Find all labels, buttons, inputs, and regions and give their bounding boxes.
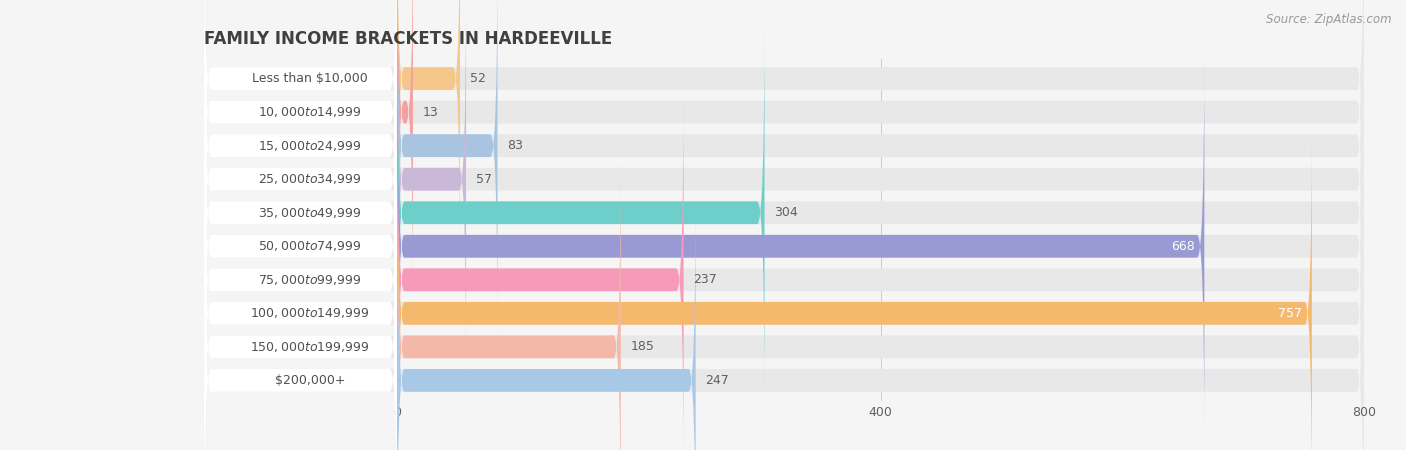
FancyBboxPatch shape xyxy=(204,0,396,268)
Text: 57: 57 xyxy=(475,173,492,186)
Text: 185: 185 xyxy=(630,340,654,353)
Text: 83: 83 xyxy=(508,139,523,152)
Text: 304: 304 xyxy=(775,206,799,219)
FancyBboxPatch shape xyxy=(396,0,413,302)
Text: $35,000 to $49,999: $35,000 to $49,999 xyxy=(259,206,361,220)
FancyBboxPatch shape xyxy=(204,124,1364,450)
FancyBboxPatch shape xyxy=(396,0,460,268)
FancyBboxPatch shape xyxy=(396,157,620,450)
Text: 757: 757 xyxy=(1278,307,1302,320)
FancyBboxPatch shape xyxy=(204,191,1364,450)
Text: $75,000 to $99,999: $75,000 to $99,999 xyxy=(259,273,361,287)
Text: 668: 668 xyxy=(1171,240,1195,253)
FancyBboxPatch shape xyxy=(204,157,396,450)
FancyBboxPatch shape xyxy=(204,0,1364,268)
Text: 52: 52 xyxy=(470,72,485,85)
FancyBboxPatch shape xyxy=(204,23,1364,402)
Text: $15,000 to $24,999: $15,000 to $24,999 xyxy=(259,139,361,153)
FancyBboxPatch shape xyxy=(204,0,1364,335)
Text: 237: 237 xyxy=(693,273,717,286)
FancyBboxPatch shape xyxy=(396,57,1205,436)
FancyBboxPatch shape xyxy=(204,157,1364,450)
FancyBboxPatch shape xyxy=(204,191,396,450)
FancyBboxPatch shape xyxy=(396,23,765,402)
FancyBboxPatch shape xyxy=(204,57,1364,436)
Text: $10,000 to $14,999: $10,000 to $14,999 xyxy=(259,105,361,119)
FancyBboxPatch shape xyxy=(204,90,396,450)
FancyBboxPatch shape xyxy=(204,0,1364,302)
Text: $50,000 to $74,999: $50,000 to $74,999 xyxy=(259,239,361,253)
FancyBboxPatch shape xyxy=(204,0,396,302)
Text: 247: 247 xyxy=(706,374,730,387)
Text: FAMILY INCOME BRACKETS IN HARDEEVILLE: FAMILY INCOME BRACKETS IN HARDEEVILLE xyxy=(204,31,612,49)
FancyBboxPatch shape xyxy=(204,0,396,335)
FancyBboxPatch shape xyxy=(396,90,683,450)
Text: $100,000 to $149,999: $100,000 to $149,999 xyxy=(250,306,370,320)
Text: $25,000 to $34,999: $25,000 to $34,999 xyxy=(259,172,361,186)
Text: Source: ZipAtlas.com: Source: ZipAtlas.com xyxy=(1267,14,1392,27)
Text: $200,000+: $200,000+ xyxy=(276,374,346,387)
FancyBboxPatch shape xyxy=(396,124,1312,450)
FancyBboxPatch shape xyxy=(204,124,396,450)
FancyBboxPatch shape xyxy=(396,0,465,369)
FancyBboxPatch shape xyxy=(204,90,1364,450)
Text: $150,000 to $199,999: $150,000 to $199,999 xyxy=(250,340,370,354)
FancyBboxPatch shape xyxy=(204,23,396,402)
FancyBboxPatch shape xyxy=(204,0,1364,369)
FancyBboxPatch shape xyxy=(396,191,696,450)
Text: Less than $10,000: Less than $10,000 xyxy=(252,72,368,85)
Text: 13: 13 xyxy=(423,106,439,119)
FancyBboxPatch shape xyxy=(204,57,396,436)
FancyBboxPatch shape xyxy=(396,0,498,335)
FancyBboxPatch shape xyxy=(204,0,396,369)
